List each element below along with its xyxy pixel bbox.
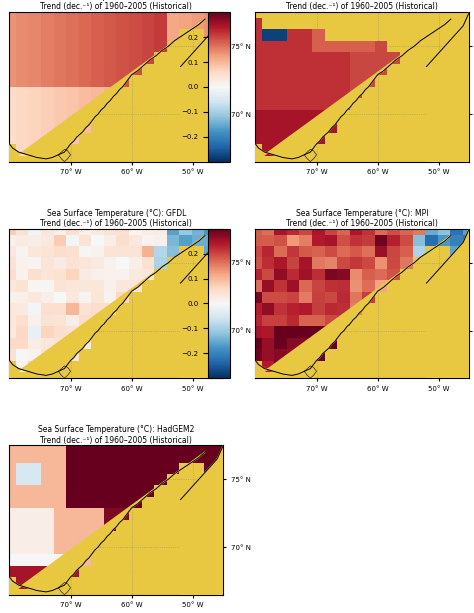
Polygon shape [304,366,317,378]
Polygon shape [58,366,71,378]
Title: Sea Surface Temperature (°C): CanESM2
Trend (dec.⁻¹) of 1960–2005 (Historical): Sea Surface Temperature (°C): CanESM2 Tr… [39,0,194,12]
Polygon shape [58,582,71,595]
Polygon shape [427,229,469,378]
Title: Sea Surface Temperature (°C): IPSL
Trend (dec.⁻¹) of 1960–2005 (Historical): Sea Surface Temperature (°C): IPSL Trend… [286,0,438,12]
Polygon shape [427,12,469,162]
Polygon shape [9,19,205,162]
Polygon shape [255,19,451,162]
Polygon shape [304,150,317,162]
Polygon shape [255,235,451,378]
Title: Sea Surface Temperature (°C): HadGEM2
Trend (dec.⁻¹) of 1960–2005 (Historical): Sea Surface Temperature (°C): HadGEM2 Tr… [38,425,195,444]
Polygon shape [9,452,205,595]
Polygon shape [181,445,223,595]
Polygon shape [58,150,71,162]
Polygon shape [181,12,223,162]
Polygon shape [181,229,223,378]
Polygon shape [9,235,205,378]
Title: Sea Surface Temperature (°C): MPI
Trend (dec.⁻¹) of 1960–2005 (Historical): Sea Surface Temperature (°C): MPI Trend … [286,208,438,228]
Title: Sea Surface Temperature (°C): GFDL
Trend (dec.⁻¹) of 1960–2005 (Historical): Sea Surface Temperature (°C): GFDL Trend… [40,208,192,228]
